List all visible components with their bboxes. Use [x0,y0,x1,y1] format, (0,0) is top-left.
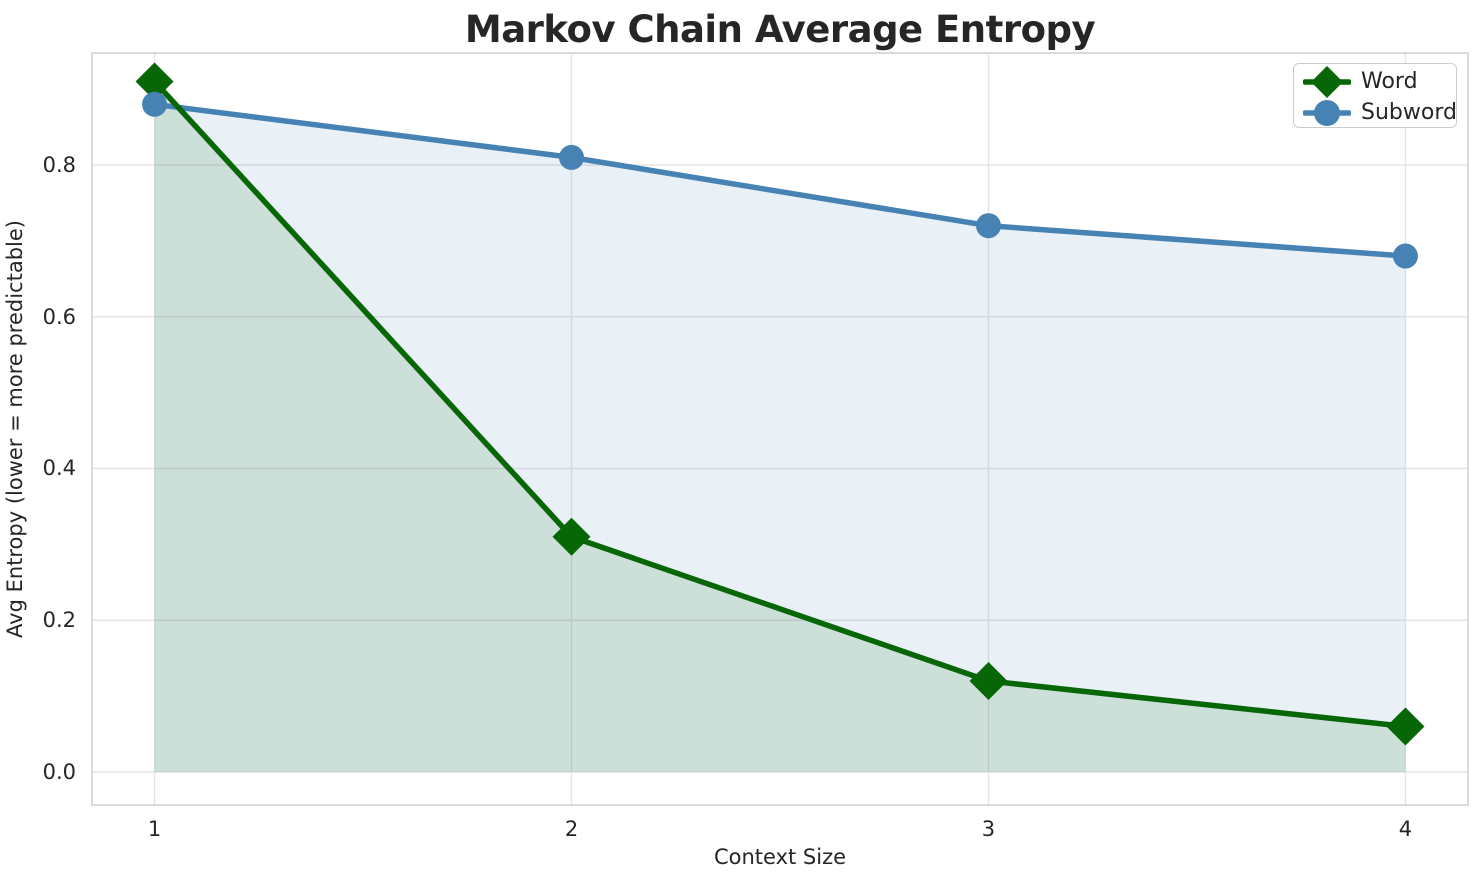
subword-marker [559,144,585,170]
word-marker [1386,707,1425,746]
y-tick-label: 0.6 [42,304,76,329]
legend-label-word: Word [1361,69,1418,94]
subword-marker [975,213,1001,239]
legend-label-subword: Subword [1361,100,1457,125]
word-marker [969,661,1008,700]
chart-title: Markov Chain Average Entropy [464,8,1096,51]
word-marker [552,517,591,556]
x-tick-label: 1 [147,817,162,841]
legend-item-word: Word [1294,65,1456,98]
x-axis-label: Context Size [713,845,847,869]
y-axis-label: Avg Entropy (lower = more predictable) [3,220,27,638]
word-marker [135,62,174,101]
subword-area-fill [154,104,1406,772]
subword-line [151,101,1409,259]
y-tick-label: 0.0 [42,759,76,784]
x-tick-label: 3 [981,817,996,841]
legend: Word Subword [1293,63,1457,128]
y-tick-label: 0.2 [42,608,76,633]
plot-border [91,52,1469,806]
subword-marker [1392,243,1418,269]
subword-marker [142,91,168,117]
x-tick-label: 2 [564,817,579,841]
subword-circle-line-icon [1302,97,1352,129]
word-diamond-line-icon [1302,65,1352,98]
word-line [151,78,1409,730]
x-tick-label: 4 [1398,817,1413,841]
legend-item-subword: Subword [1294,97,1457,129]
y-tick-label: 0.4 [42,456,76,481]
y-tick-label: 0.8 [42,152,76,177]
word-area-fill [154,81,1406,772]
